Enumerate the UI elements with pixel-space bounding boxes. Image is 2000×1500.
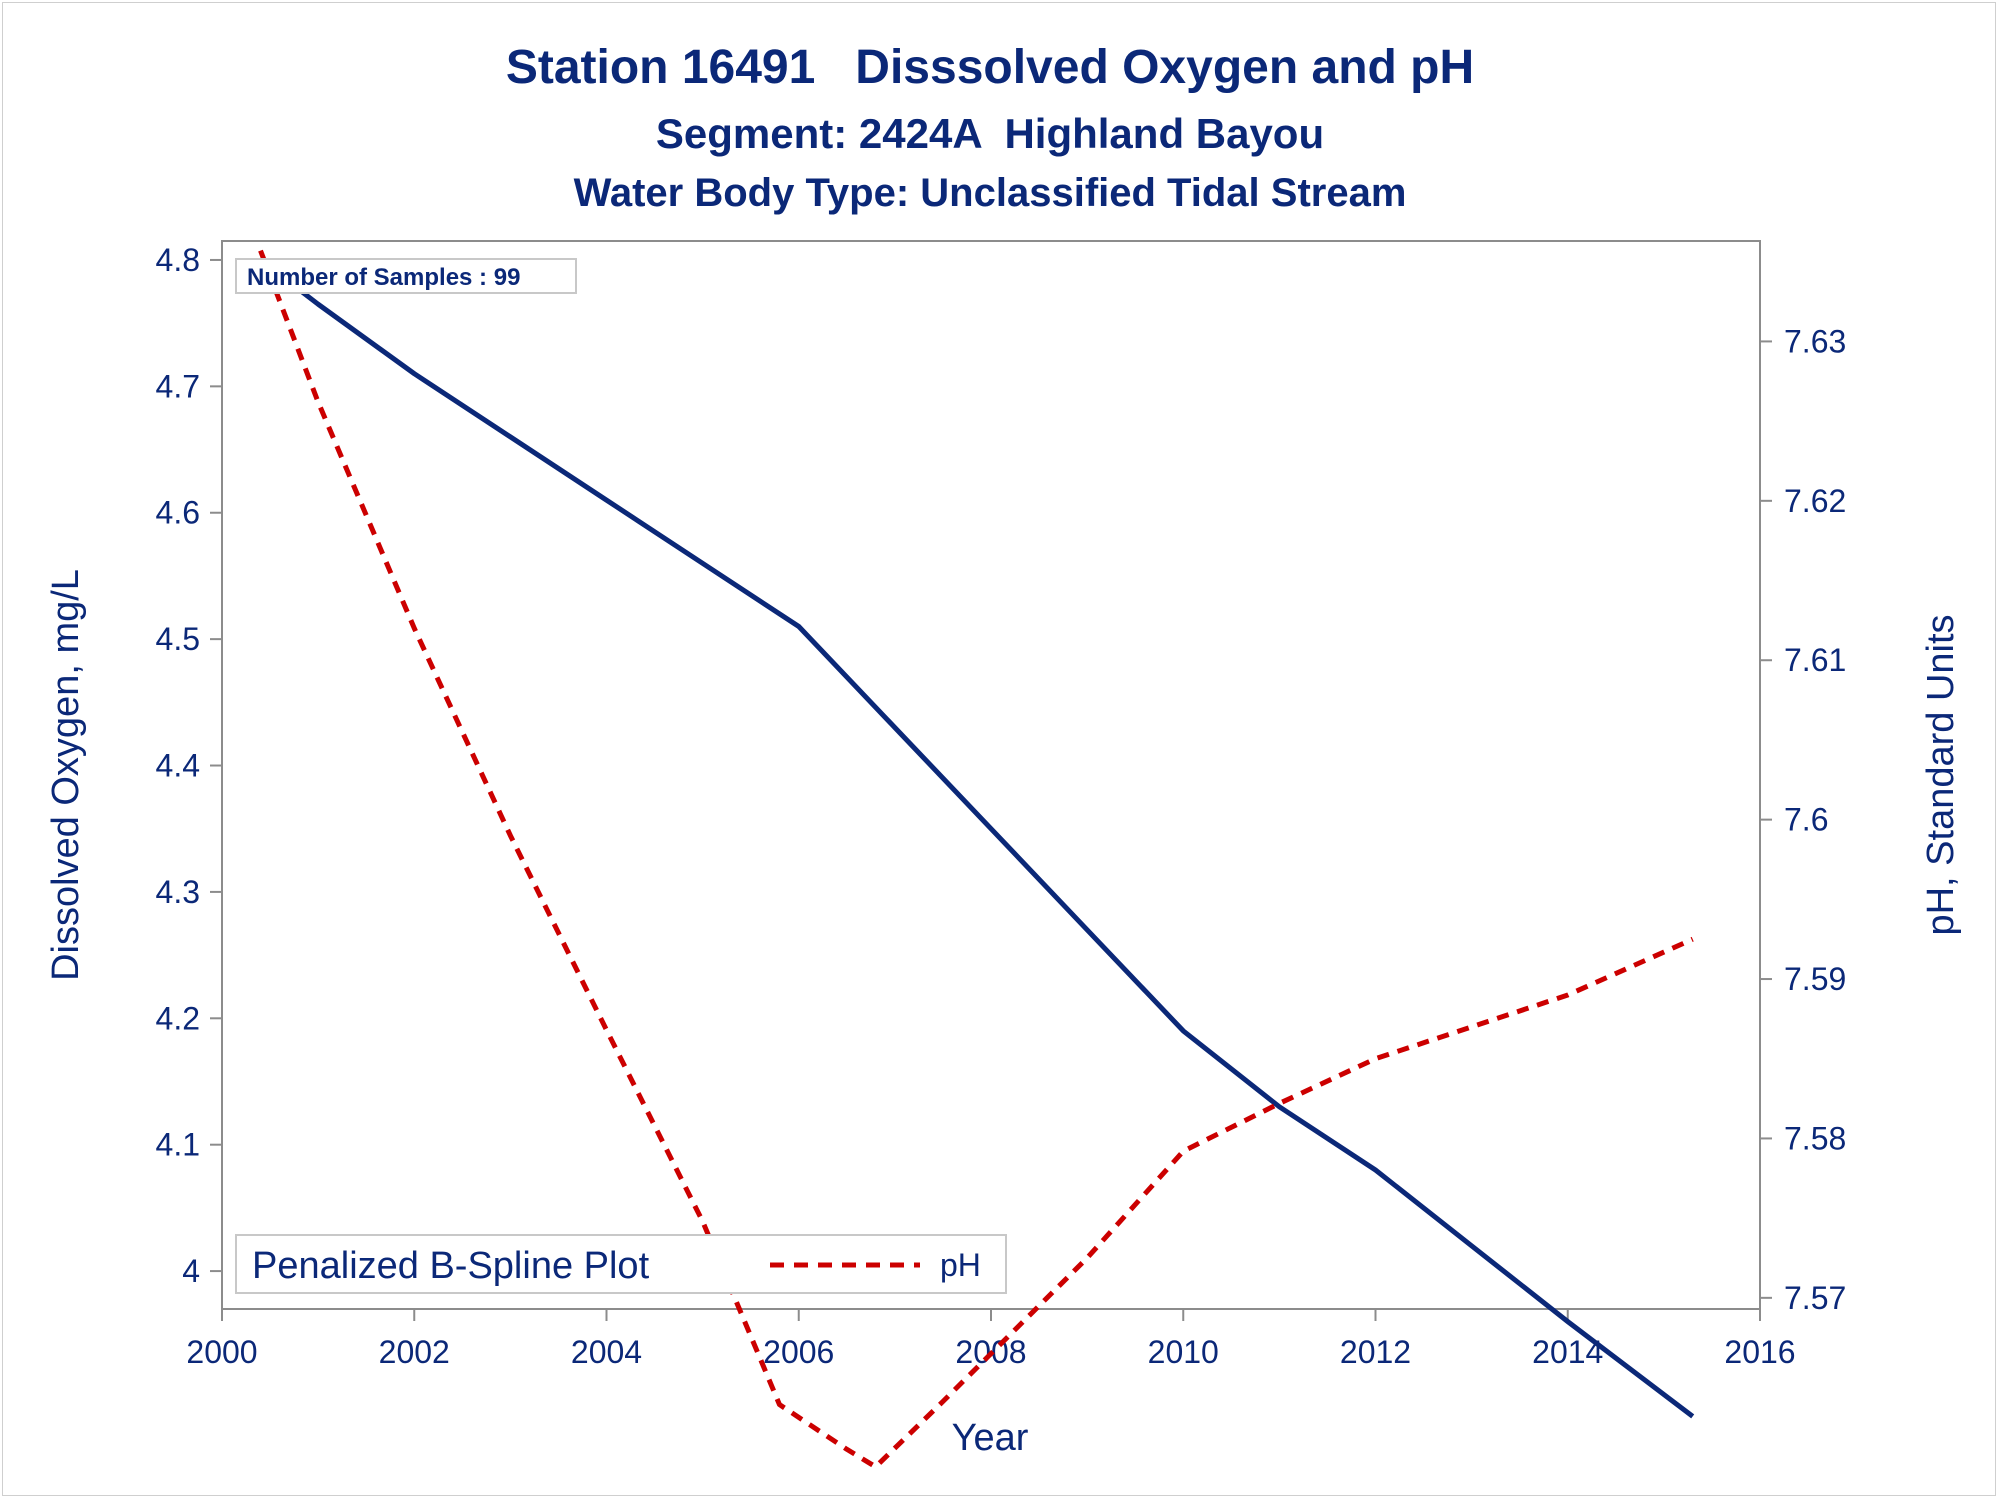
x-tick-label: 2004 [571,1334,642,1370]
legend-ph-label: pH [940,1247,981,1283]
series-layer [258,249,1695,1470]
samples-box [235,258,577,294]
y-axis-right: 7.57 7.58 7.59 7.6 7.61 7.62 7.63 [1760,323,1846,1316]
x-tick-label: 2006 [763,1334,834,1370]
y-tick-label: 4.5 [156,621,200,657]
y-tick-label: 4.6 [156,495,200,531]
dissolved-oxygen-series-line [258,258,1695,1419]
y-tick-label: 4.7 [156,368,200,404]
y2-tick-label: 7.6 [1784,802,1828,838]
ph-series-line [258,249,1694,1470]
x-axis-label: Year [952,1417,1029,1459]
legend-title: Penalized B-Spline Plot [252,1245,650,1287]
y2-tick-label: 7.59 [1784,961,1846,997]
y2-tick-label: 7.62 [1784,483,1846,519]
y-tick-label: 4 [182,1253,200,1289]
y-axis-label: Dissolved Oxygen, mg/L [45,569,87,981]
y-tick-label: 4.1 [156,1127,200,1163]
chart-title: Station 16491 Disssolved Oxygen and pH [506,41,1474,94]
x-axis: 2000 2002 2004 2006 2008 2010 2012 2014 2016 [186,1309,1796,1370]
y2-tick-label: 7.57 [1784,1280,1846,1316]
y-tick-label: 4.2 [156,1000,200,1036]
y2-tick-label: 7.58 [1784,1120,1846,1156]
y2-tick-label: 7.61 [1784,642,1846,678]
samples-label: Number of Samples : 99 [247,264,520,291]
x-tick-label: 2002 [379,1334,450,1370]
x-tick-label: 2000 [186,1334,257,1370]
y-tick-label: 4.4 [156,748,200,784]
y-axis-left: 4 4.1 4.2 4.3 4.4 4.5 4.6 4.7 4.8 [156,242,222,1289]
chart-subtitle-segment: Segment: 2424A Highland Bayou [656,110,1324,157]
y-tick-label: 4.8 [156,242,200,278]
y2-axis-label: pH, Standard Units [1920,614,1962,935]
x-tick-label: 2016 [1724,1334,1795,1370]
chart-subtitle-water-body: Water Body Type: Unclassified Tidal Stre… [574,171,1407,215]
y-tick-label: 4.3 [156,874,200,910]
x-tick-label: 2010 [1148,1334,1219,1370]
x-tick-label: 2012 [1340,1334,1411,1370]
y2-tick-label: 7.63 [1784,323,1846,359]
